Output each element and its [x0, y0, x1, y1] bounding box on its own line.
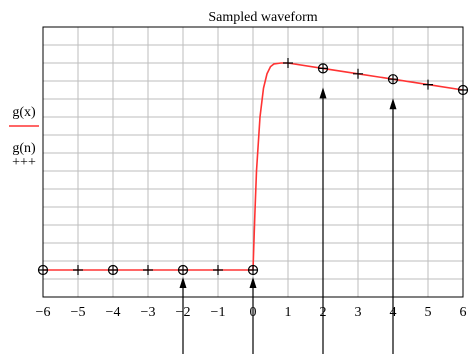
legend-style-gn: +++: [12, 155, 36, 170]
sample-circle-marker: [37, 264, 49, 276]
x-tick-label: −6: [36, 305, 51, 320]
x-tick-label: 3: [355, 305, 362, 320]
gx-curve-group: [43, 62, 464, 271]
sample-arrow-head: [319, 87, 327, 99]
sample-circle-marker: [247, 264, 259, 276]
gn-plus-marker: [458, 85, 468, 95]
sample-markers-group: [37, 58, 468, 276]
sample-arrow-head: [389, 98, 397, 110]
x-axis-tick-labels: −6−5−4−3−2−10123456: [36, 305, 467, 320]
sample-arrow-head: [179, 277, 187, 288]
gn-plus-marker: [283, 58, 293, 68]
chart-title: Sampled waveform: [208, 10, 317, 25]
gn-plus-marker: [143, 265, 153, 275]
x-tick-label: 6: [460, 305, 467, 320]
gx-line: [43, 62, 464, 271]
sample-circle-marker: [107, 264, 119, 276]
sample-circle-marker: [177, 264, 189, 276]
legend-label-gn: g(n): [12, 141, 36, 156]
x-tick-label: 5: [425, 305, 432, 320]
sample-arrow-head: [249, 277, 257, 288]
gn-plus-marker: [318, 63, 328, 74]
x-tick-label: −5: [71, 305, 86, 320]
gn-plus-marker: [38, 265, 48, 275]
legend-label-gx: g(x): [12, 105, 36, 120]
sample-circle-marker: [317, 63, 329, 74]
gn-plus-marker: [178, 265, 188, 275]
x-tick-label: 1: [285, 305, 292, 320]
gn-plus-marker: [73, 265, 83, 275]
x-tick-label: −3: [141, 305, 156, 320]
legend: g(x) g(n) +++: [9, 105, 39, 170]
sample-circle-marker: [387, 74, 399, 85]
gn-plus-marker: [213, 265, 223, 275]
sample-arrows-group: [179, 87, 397, 354]
gn-plus-marker: [388, 74, 398, 85]
gn-plus-marker: [248, 265, 258, 275]
gn-plus-marker: [108, 265, 118, 275]
x-tick-label: −4: [106, 305, 121, 320]
x-tick-label: −1: [211, 305, 226, 320]
gn-plus-marker: [423, 79, 433, 90]
gn-plus-marker: [353, 68, 363, 79]
